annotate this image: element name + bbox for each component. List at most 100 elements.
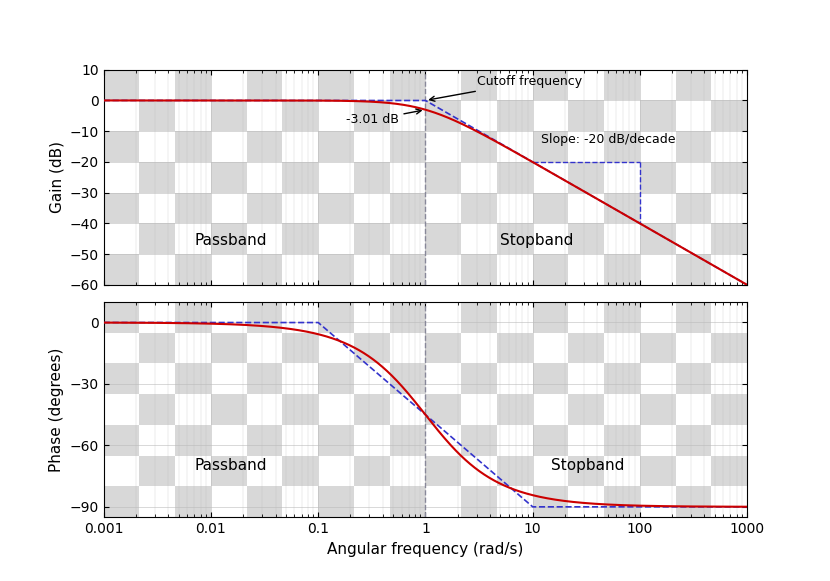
Bar <box>569 364 604 394</box>
Bar <box>711 223 747 254</box>
Bar <box>318 70 354 101</box>
Bar <box>497 101 533 131</box>
Bar <box>104 364 139 394</box>
Bar <box>711 364 747 394</box>
Bar <box>640 364 676 394</box>
Bar <box>104 333 139 364</box>
Bar <box>569 425 604 456</box>
Bar <box>211 394 247 425</box>
Bar <box>711 254 747 285</box>
Bar <box>497 456 533 486</box>
Bar <box>569 333 604 364</box>
Bar <box>640 254 676 285</box>
Bar <box>711 425 747 456</box>
Bar <box>711 162 747 193</box>
Bar <box>282 254 318 285</box>
Bar <box>640 394 676 425</box>
Bar <box>139 254 175 285</box>
Bar <box>175 364 211 394</box>
Bar <box>282 162 318 193</box>
Bar <box>604 394 640 425</box>
Bar <box>711 101 747 131</box>
Bar <box>533 193 569 223</box>
Bar <box>676 162 711 193</box>
Bar <box>497 193 533 223</box>
Bar <box>569 162 604 193</box>
Text: Passband: Passband <box>194 458 267 473</box>
Bar <box>604 425 640 456</box>
Bar <box>247 456 282 486</box>
Bar <box>497 364 533 394</box>
Bar <box>497 425 533 456</box>
Bar <box>426 162 461 193</box>
Bar <box>676 364 711 394</box>
Bar <box>461 333 497 364</box>
Bar <box>282 364 318 394</box>
Bar <box>354 425 389 456</box>
Bar <box>389 302 426 333</box>
Bar <box>318 364 354 394</box>
Y-axis label: Gain (dB): Gain (dB) <box>49 141 64 213</box>
Bar <box>461 364 497 394</box>
Bar <box>104 254 139 285</box>
Bar <box>318 425 354 456</box>
Bar <box>604 162 640 193</box>
Bar <box>426 456 461 486</box>
Bar <box>354 101 389 131</box>
Text: Cutoff frequency: Cutoff frequency <box>430 75 582 101</box>
Bar <box>426 223 461 254</box>
Bar <box>676 70 711 101</box>
Bar <box>533 456 569 486</box>
Bar <box>533 70 569 101</box>
Bar <box>282 333 318 364</box>
Bar <box>426 486 461 517</box>
Bar <box>175 302 211 333</box>
Bar <box>426 333 461 364</box>
Bar <box>426 131 461 162</box>
Bar <box>461 456 497 486</box>
Bar <box>247 193 282 223</box>
Bar <box>247 70 282 101</box>
Bar <box>139 302 175 333</box>
Bar <box>426 364 461 394</box>
Bar <box>175 333 211 364</box>
Bar <box>533 302 569 333</box>
Bar <box>569 456 604 486</box>
Bar <box>640 70 676 101</box>
Bar <box>497 70 533 101</box>
Bar <box>139 425 175 456</box>
Bar <box>497 333 533 364</box>
Bar <box>354 193 389 223</box>
Bar <box>389 101 426 131</box>
Bar <box>711 131 747 162</box>
Bar <box>354 70 389 101</box>
Bar <box>318 254 354 285</box>
Bar <box>497 302 533 333</box>
Bar <box>354 254 389 285</box>
Bar <box>533 101 569 131</box>
Bar <box>104 456 139 486</box>
Bar <box>247 425 282 456</box>
Text: Stopband: Stopband <box>551 458 625 473</box>
Bar <box>282 394 318 425</box>
Bar <box>676 101 711 131</box>
Bar <box>282 302 318 333</box>
Bar <box>139 193 175 223</box>
Bar <box>461 223 497 254</box>
Bar <box>354 486 389 517</box>
Bar <box>604 193 640 223</box>
Bar <box>640 131 676 162</box>
Bar <box>533 254 569 285</box>
Bar <box>175 193 211 223</box>
Bar <box>497 131 533 162</box>
Bar <box>139 131 175 162</box>
Bar <box>354 394 389 425</box>
Bar <box>139 101 175 131</box>
Bar <box>354 162 389 193</box>
Bar <box>676 425 711 456</box>
Bar <box>640 456 676 486</box>
Bar <box>389 394 426 425</box>
Bar <box>211 425 247 456</box>
Bar <box>282 101 318 131</box>
Bar <box>569 254 604 285</box>
